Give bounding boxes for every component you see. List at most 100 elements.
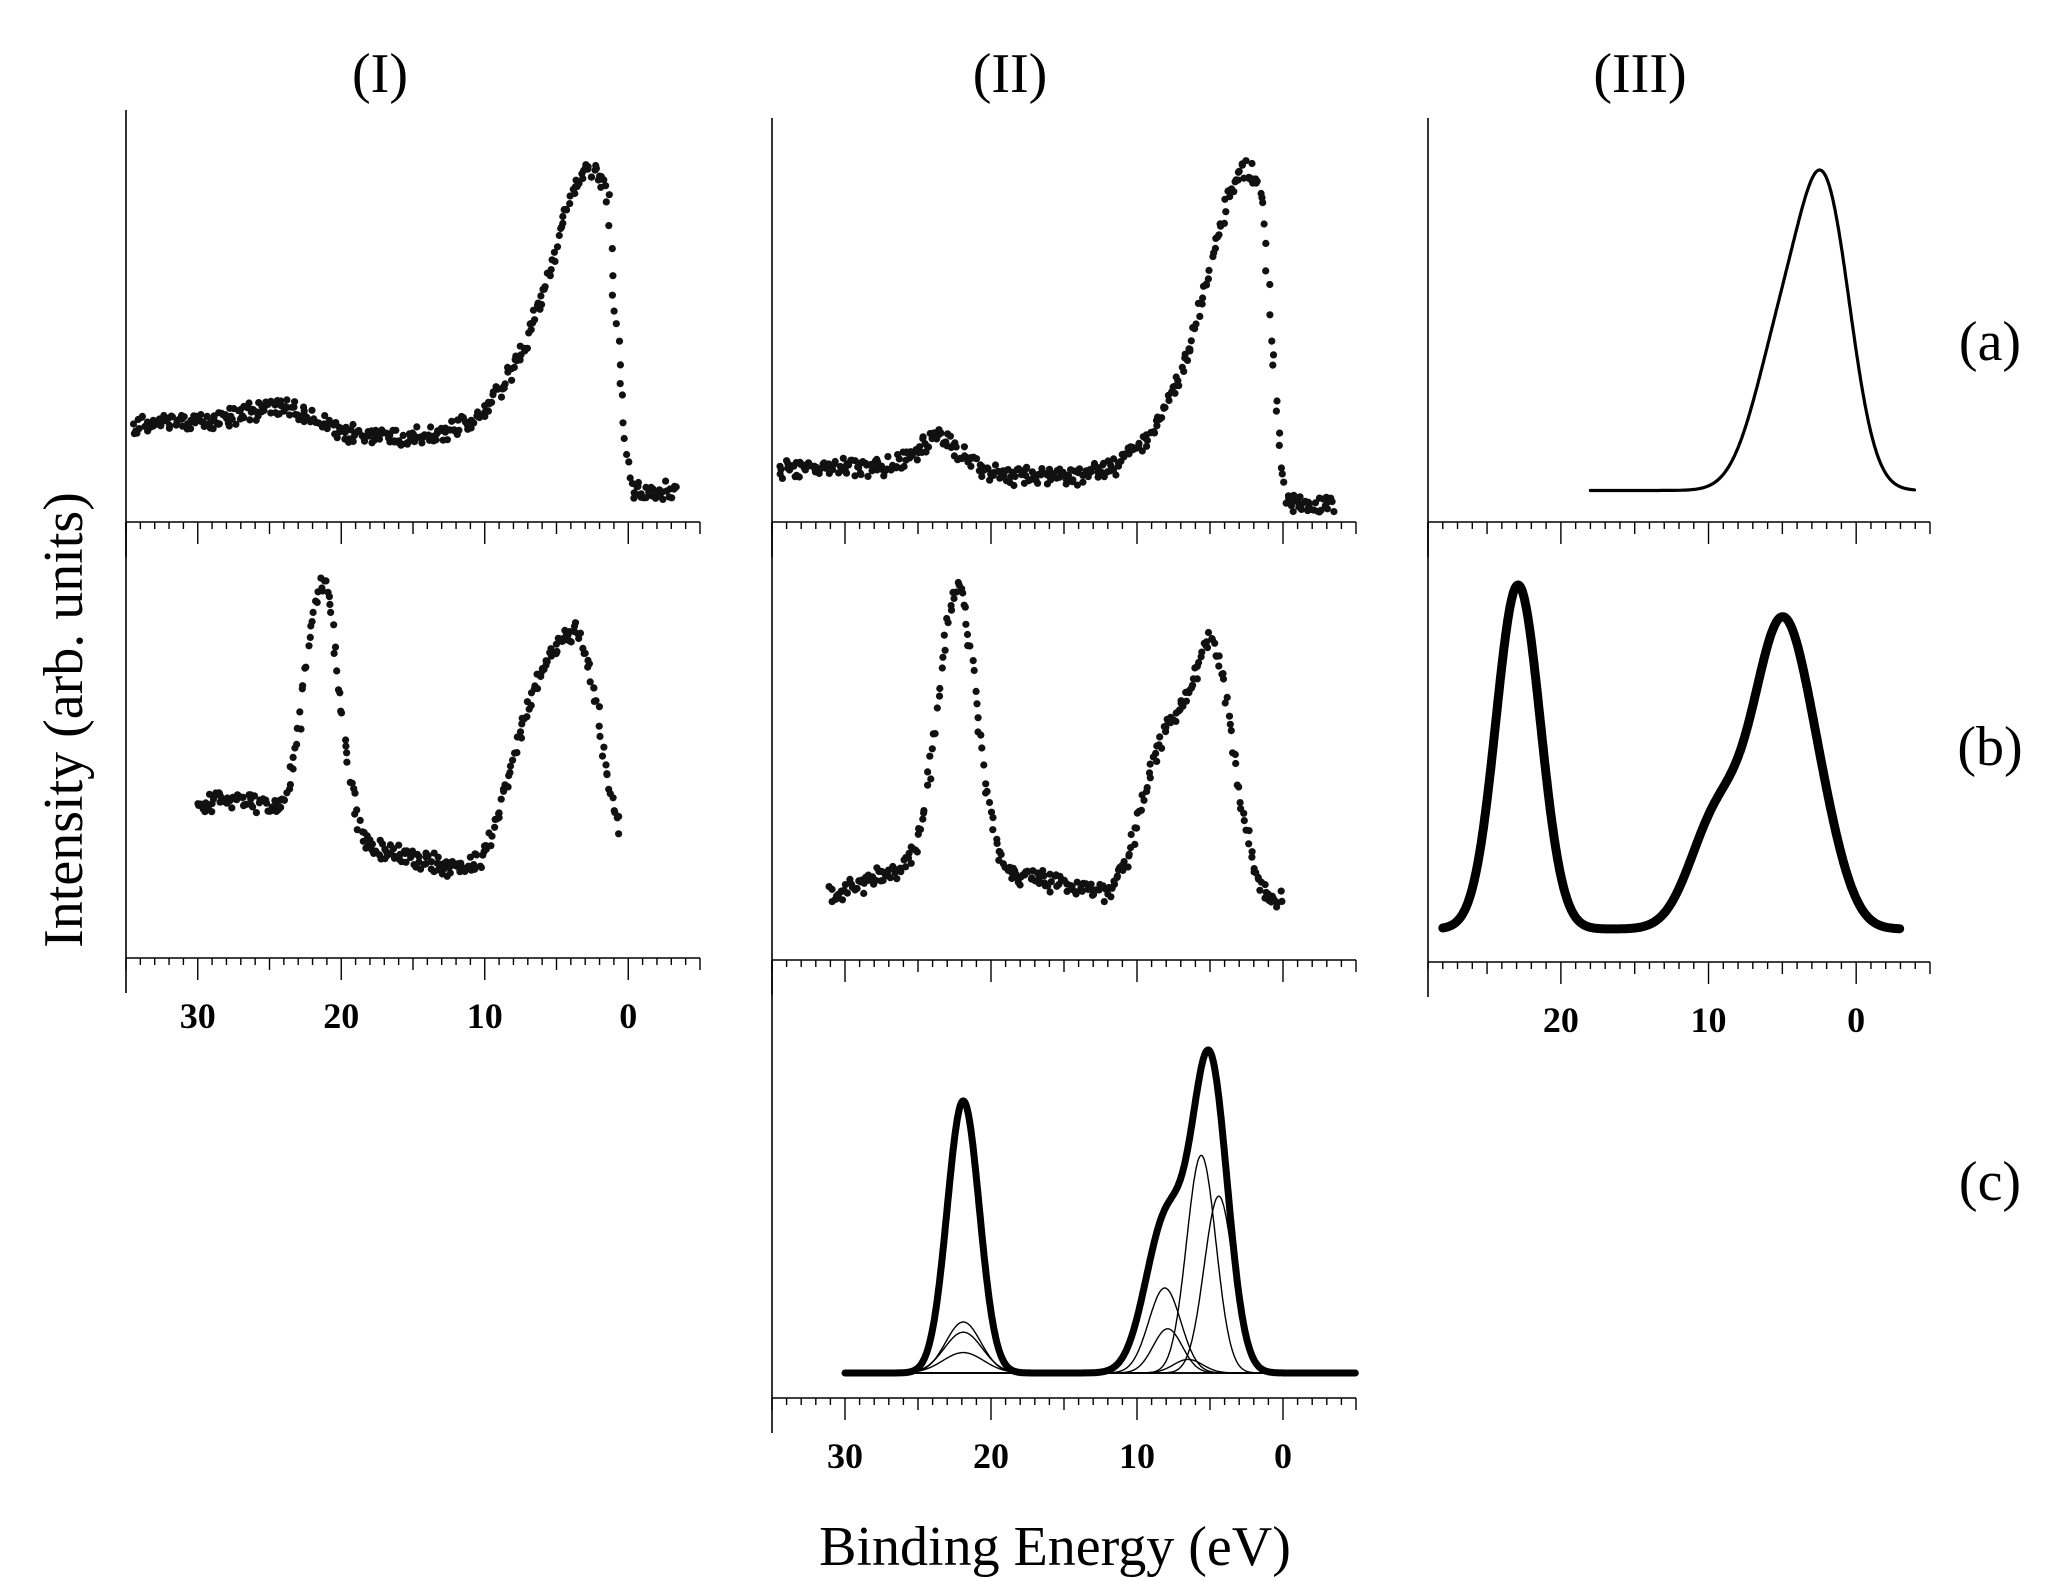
data-point <box>326 600 334 609</box>
data-point <box>249 803 257 811</box>
data-point <box>1234 176 1242 184</box>
data-point <box>455 426 463 434</box>
data-point <box>1262 267 1270 275</box>
data-point <box>1215 231 1223 239</box>
data-point <box>330 649 338 658</box>
data-point <box>602 198 610 206</box>
data-point <box>936 684 944 693</box>
data-point <box>952 588 961 596</box>
data-point <box>283 396 291 404</box>
data-point <box>993 839 1001 848</box>
data-point <box>928 745 936 753</box>
data-point <box>571 619 580 627</box>
data-point <box>924 768 932 776</box>
data-point <box>1023 867 1032 875</box>
data-point <box>1087 880 1095 888</box>
data-point <box>987 808 996 816</box>
data-point <box>972 687 980 696</box>
data-point <box>919 815 927 823</box>
data-point <box>1196 312 1204 320</box>
data-point <box>203 412 211 420</box>
data-point <box>129 420 138 428</box>
panel-III-b: 20 10 0 <box>1427 522 1931 1040</box>
data-point <box>415 853 423 861</box>
data-point <box>1040 872 1048 880</box>
data-point <box>605 191 613 199</box>
data-point <box>937 429 945 437</box>
data-point <box>1119 866 1127 875</box>
data-point <box>616 380 624 388</box>
data-point <box>618 391 627 399</box>
data-point <box>1179 702 1187 710</box>
data-point <box>1146 774 1154 782</box>
data-point <box>916 825 925 834</box>
data-point <box>390 852 398 860</box>
x-tick-label: 0 <box>619 996 637 1036</box>
data-point <box>559 219 567 227</box>
data-point <box>517 734 526 742</box>
data-point <box>1143 442 1151 450</box>
data-point <box>1204 275 1212 283</box>
data-point <box>1266 311 1274 319</box>
data-point <box>879 876 887 885</box>
data-point <box>1223 693 1231 702</box>
data-point <box>215 420 223 428</box>
panel-II-b <box>771 522 1357 995</box>
data-point <box>1189 681 1197 689</box>
data-point <box>389 845 398 853</box>
data-point <box>839 454 847 462</box>
data-point <box>333 434 341 442</box>
data-point <box>966 642 974 650</box>
data-point <box>360 437 369 445</box>
data-point <box>1127 830 1135 839</box>
data-point <box>595 722 603 730</box>
data-point <box>1143 784 1151 792</box>
data-point <box>1226 720 1234 728</box>
data-point <box>1046 888 1054 896</box>
data-point <box>286 411 294 419</box>
data-point <box>395 841 403 849</box>
data-point <box>991 461 1000 469</box>
data-point <box>330 621 338 629</box>
data-point <box>1120 858 1128 866</box>
data-point <box>477 863 485 872</box>
data-point <box>969 657 977 665</box>
data-point <box>1153 422 1161 430</box>
data-point <box>962 620 970 628</box>
data-point <box>1078 887 1086 895</box>
data-point <box>672 483 680 491</box>
data-point <box>336 689 344 697</box>
data-point <box>851 472 859 480</box>
data-point <box>513 749 521 757</box>
data-point <box>1152 749 1160 758</box>
panel-II-c: 30 20 10 0 <box>771 960 1359 1476</box>
data-point <box>138 412 146 420</box>
data-point <box>309 608 317 617</box>
panel-II-a <box>771 118 1357 557</box>
data-point <box>434 853 442 861</box>
data-point <box>1230 188 1238 196</box>
data-point <box>1215 652 1223 660</box>
data-point <box>427 858 436 866</box>
data-point <box>1112 471 1120 479</box>
data-point <box>1227 727 1235 735</box>
data-point <box>1073 878 1081 886</box>
data-point <box>550 248 559 256</box>
data-point <box>289 765 297 773</box>
data-point <box>1203 644 1212 652</box>
data-point <box>610 307 618 315</box>
data-point <box>1073 481 1081 489</box>
x-tick-label: 30 <box>180 996 216 1036</box>
data-point <box>197 411 205 419</box>
data-point <box>527 701 535 710</box>
data-point <box>963 630 972 639</box>
data-point <box>1275 441 1283 449</box>
data-point <box>623 450 631 459</box>
data-point <box>1242 157 1250 165</box>
data-point <box>1186 347 1194 355</box>
data-point <box>1240 817 1248 825</box>
data-point <box>1215 662 1223 670</box>
series-II-a <box>776 157 1338 516</box>
data-point <box>1135 439 1143 447</box>
data-point <box>262 796 270 804</box>
